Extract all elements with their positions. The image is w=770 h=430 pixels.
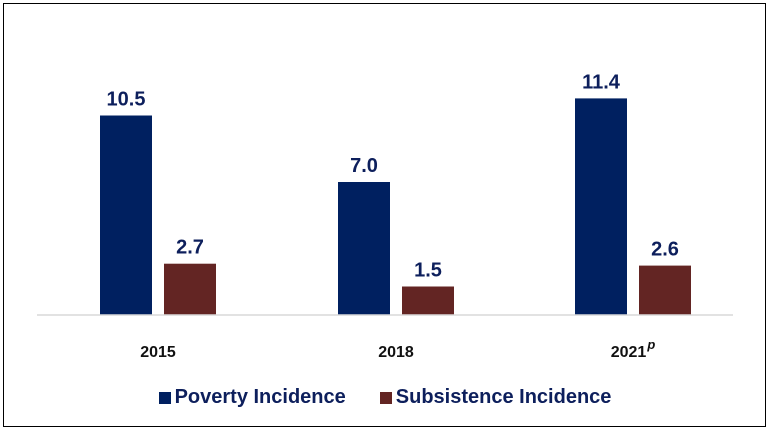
value-label-subsistence-incidence-2021: 2.6 <box>651 239 679 261</box>
value-label-poverty-incidence-2015: 10.5 <box>107 89 146 111</box>
value-label-subsistence-incidence-2015: 2.7 <box>176 237 204 259</box>
x-tick-superscript-2021: p <box>646 337 655 352</box>
bar-poverty-incidence-2021 <box>575 98 627 316</box>
legend-swatch-subsistence <box>379 391 392 404</box>
value-labels-layer: 10.5 7.0 11.4 2.7 1.5 2.6 <box>107 71 679 281</box>
value-label-poverty-incidence-2021: 11.4 <box>582 71 621 93</box>
x-tick-label-2015: 2015 <box>140 344 176 361</box>
legend-swatch-poverty <box>158 391 171 404</box>
legend-label-subsistence: Subsistence Incidence <box>395 386 612 408</box>
x-tick-labels-layer: 2015 2018 2021p <box>140 337 655 361</box>
bars-layer <box>100 98 691 316</box>
legend-item-poverty: Poverty Incidence <box>158 386 346 409</box>
bar-poverty-incidence-2018 <box>338 182 390 315</box>
legend: Poverty Incidence Subsistence Incidence <box>0 386 770 409</box>
legend-item-subsistence: Subsistence Incidence <box>379 386 612 409</box>
bar-subsistence-incidence-2015 <box>164 263 216 315</box>
bar-poverty-incidence-2015 <box>100 115 152 315</box>
value-label-poverty-incidence-2018: 7.0 <box>350 155 378 177</box>
bar-subsistence-incidence-2021 <box>639 265 691 315</box>
x-tick-label-2021: 2021p <box>611 337 656 361</box>
bar-subsistence-incidence-2018 <box>402 286 454 315</box>
value-label-subsistence-incidence-2018: 1.5 <box>414 260 442 282</box>
legend-label-poverty: Poverty Incidence <box>174 386 346 408</box>
x-tick-label-2018: 2018 <box>378 344 414 361</box>
